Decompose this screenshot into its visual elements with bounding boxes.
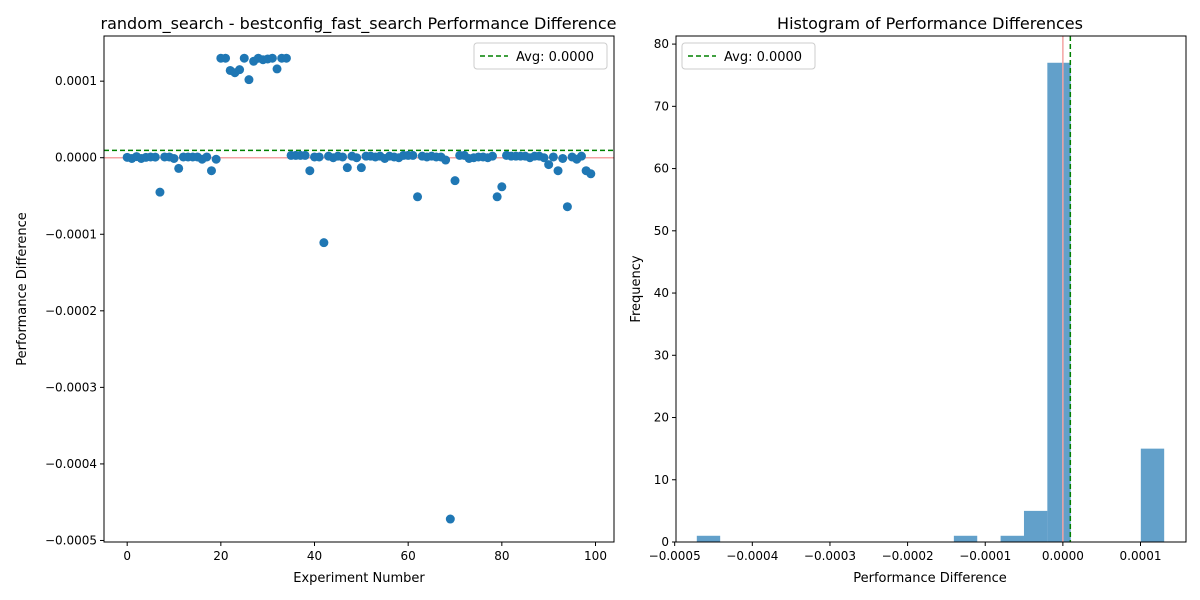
histogram-y-axis-label: Frequency [629,255,644,322]
scatter-point [586,169,596,179]
scatter-x-axis-label: Experiment Number [293,571,425,586]
scatter-point [235,65,245,75]
histogram-x-tick-label: −0.0004 [726,549,778,563]
scatter-point [445,514,455,524]
scatter-x-tick-label: 0 [123,549,131,563]
scatter-point [553,166,563,176]
histogram-y-ticks: 0 10 20 30 40 50 60 70 80 [654,37,676,549]
scatter-point [174,163,184,173]
scatter-title: random_search - bestconfig_fast_search P… [101,14,617,34]
histogram-x-tick-label: −0.0003 [804,549,856,563]
scatter-x-tick-label: 80 [494,549,509,563]
scatter-point [352,153,362,163]
histogram-bar [1023,510,1048,542]
histogram-plot-area [696,36,1165,543]
scatter-point [244,75,254,85]
scatter-y-tick-label: −0.0004 [45,457,97,471]
scatter-y-tick-label: −0.0001 [45,227,97,241]
scatter-point [497,182,507,192]
scatter-y-tick-label: 0.0001 [55,74,97,88]
scatter-point [281,53,291,63]
histogram-y-tick-label: 60 [654,162,669,176]
scatter-legend-box [473,42,608,70]
scatter-point [206,166,216,176]
histogram-panel: Histogram of Performance Differences −0.… [629,14,1187,586]
histogram-y-tick-label: 10 [654,473,669,487]
histogram-y-tick-label: 30 [654,348,669,362]
scatter-point [169,153,179,163]
histogram-y-tick-label: 20 [654,411,669,425]
scatter-point [319,238,329,248]
histogram-x-tick-label: −0.0005 [649,549,701,563]
scatter-point [487,151,497,161]
scatter-y-tick-label: −0.0005 [45,533,97,547]
histogram-y-tick-label: 70 [654,99,669,113]
scatter-point [413,192,423,202]
scatter-y-axis-label: Performance Difference [15,212,30,366]
scatter-point [450,176,460,186]
histogram-x-tick-label: 0.0001 [1120,549,1162,563]
histogram-y-tick-label: 40 [654,286,669,300]
scatter-y-tick-label: −0.0002 [45,304,97,318]
scatter-point [314,152,324,162]
scatter-y-ticks: −0.0005 −0.0004 −0.0003 −0.0002 −0.0001 0.000… [45,74,104,547]
scatter-x-tick-label: 100 [584,549,607,563]
histogram-x-tick-label: −0.0001 [959,549,1011,563]
scatter-x-ticks: 0 20 40 60 80 100 [123,542,607,563]
histogram-x-ticks: −0.0005 −0.0004 −0.0003 −0.0002 −0.0001 0.000… [649,542,1162,563]
scatter-point [441,155,451,165]
scatter-point [548,152,558,162]
scatter-point [150,152,160,162]
scatter-point [221,53,231,63]
scatter-point [558,153,568,163]
scatter-point [300,150,310,160]
scatter-point [267,53,277,63]
histogram-x-axis-label: Performance Difference [853,571,1007,586]
scatter-point [539,153,549,163]
histogram-x-tick-label: −0.0002 [882,549,934,563]
histogram-legend-box [681,42,816,70]
scatter-point [544,160,554,170]
scatter-legend-label: Avg: 0.0000 [516,50,594,65]
histogram-legend: Avg: 0.0000 [681,42,816,70]
histogram-bar [1000,535,1024,542]
scatter-point [272,64,282,74]
histogram-bar [1047,62,1071,543]
scatter-x-tick-label: 40 [307,549,322,563]
scatter-point [492,192,502,202]
scatter-point [562,202,572,212]
histogram-bar [1140,448,1165,542]
scatter-point [239,53,249,63]
histogram-y-tick-label: 80 [654,37,669,51]
scatter-point [202,152,212,162]
scatter-y-tick-label: 0.0000 [55,151,97,165]
scatter-point [305,166,315,176]
scatter-point [155,187,165,197]
scatter-x-tick-label: 60 [401,549,416,563]
scatter-point [338,152,348,162]
scatter-point [356,163,366,173]
histogram-bar [953,535,978,542]
scatter-plot-area [104,53,614,524]
scatter-y-tick-label: −0.0003 [45,380,97,394]
histogram-axes-frame [675,35,1187,543]
histogram-title: Histogram of Performance Differences [777,14,1083,33]
scatter-point [408,150,418,160]
histogram-y-tick-label: 0 [661,535,669,549]
histogram-bar [696,535,721,542]
histogram-x-tick-label: 0.0000 [1042,549,1084,563]
scatter-panel: random_search - bestconfig_fast_search P… [15,14,616,586]
scatter-point [342,163,352,173]
scatter-point [576,151,586,161]
scatter-x-tick-label: 20 [213,549,228,563]
scatter-axes-frame [103,35,615,543]
scatter-point [211,154,221,164]
histogram-y-tick-label: 50 [654,224,669,238]
histogram-legend-label: Avg: 0.0000 [724,50,802,65]
scatter-legend: Avg: 0.0000 [473,42,608,70]
